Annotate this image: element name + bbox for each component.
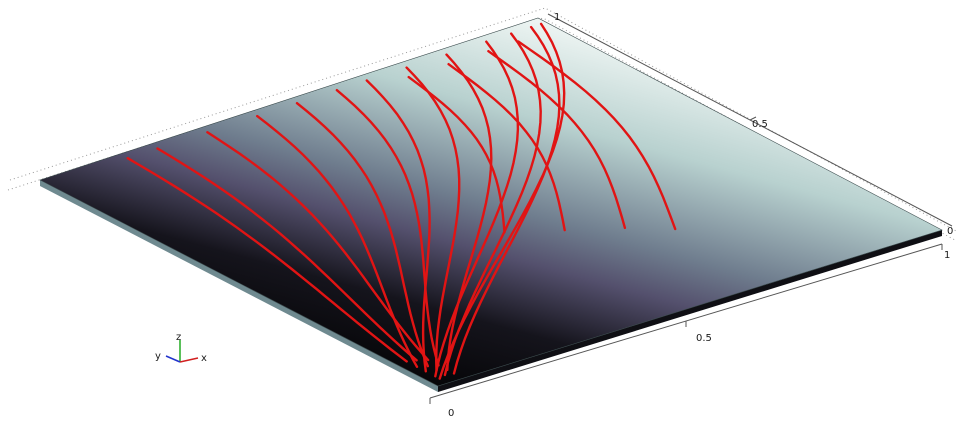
plate-left-side xyxy=(40,180,438,392)
x-tick-0: 0 xyxy=(448,408,454,419)
plate-surface xyxy=(39,17,943,387)
plate-front-side xyxy=(438,230,942,392)
streamline xyxy=(517,40,677,231)
right-axis xyxy=(547,13,953,227)
x-tick-1: 1 xyxy=(944,250,950,261)
streamline xyxy=(256,114,419,368)
streamline xyxy=(487,50,627,230)
x-tick-0.5: 0.5 xyxy=(696,333,712,344)
streamline xyxy=(335,89,440,367)
triad-z-label: z xyxy=(176,332,181,343)
front-axis xyxy=(429,243,943,404)
triad-x-axis xyxy=(179,357,199,363)
streamline xyxy=(434,40,520,378)
triad-y-label: y xyxy=(155,351,161,362)
y-tick-0.5: 0.5 xyxy=(752,119,768,130)
streamline xyxy=(407,75,506,234)
streamline xyxy=(443,32,542,377)
axis-triad-icon: z x y xyxy=(155,332,207,364)
streamline xyxy=(365,79,431,373)
streamline xyxy=(126,157,408,363)
streamline xyxy=(405,66,461,372)
streamline xyxy=(447,63,566,232)
y-tick-0: 0 xyxy=(947,226,953,237)
streamline xyxy=(295,102,429,368)
streamlines xyxy=(126,22,677,380)
triad-x-label: x xyxy=(201,353,207,364)
streamline xyxy=(206,131,430,362)
streamline xyxy=(156,147,418,362)
triad-y-axis xyxy=(165,355,181,363)
y-tick-1: 1 xyxy=(554,12,560,23)
streamline xyxy=(445,53,493,372)
